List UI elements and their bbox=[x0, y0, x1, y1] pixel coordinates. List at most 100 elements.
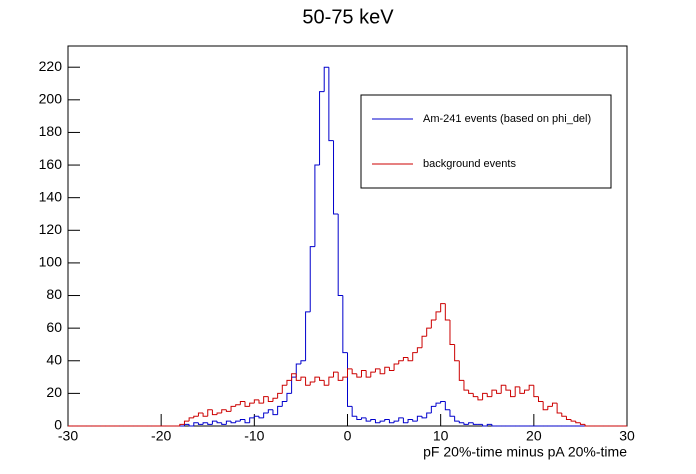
histogram-step bbox=[188, 424, 194, 427]
histogram-step bbox=[342, 376, 348, 381]
histogram-step bbox=[575, 421, 581, 424]
histogram-step bbox=[193, 422, 199, 426]
histogram-step bbox=[319, 377, 325, 381]
histogram-step bbox=[384, 366, 390, 374]
histogram-step bbox=[347, 368, 353, 378]
histogram-step bbox=[454, 344, 460, 362]
histogram-step bbox=[486, 393, 492, 398]
histogram-step bbox=[291, 376, 297, 394]
histogram-step bbox=[379, 420, 385, 423]
histogram-step bbox=[482, 424, 488, 427]
histogram-step bbox=[295, 373, 301, 381]
histogram-step bbox=[435, 311, 441, 320]
x-tick-label: -20 bbox=[151, 428, 171, 444]
histogram-step bbox=[393, 363, 399, 371]
histogram-step bbox=[374, 419, 381, 424]
histogram-step bbox=[179, 423, 185, 426]
histogram-step bbox=[491, 424, 497, 427]
histogram-step bbox=[258, 399, 264, 404]
histogram-step bbox=[281, 384, 287, 394]
histogram-step bbox=[468, 390, 474, 394]
histogram-step bbox=[230, 421, 236, 424]
histogram-step bbox=[440, 303, 446, 312]
histogram-step bbox=[444, 303, 450, 321]
histogram-step bbox=[416, 415, 423, 422]
histogram-step bbox=[365, 370, 371, 378]
histogram-step bbox=[561, 412, 567, 417]
histogram-step bbox=[584, 424, 590, 427]
histogram-step bbox=[421, 335, 427, 348]
histogram-step bbox=[342, 295, 348, 354]
histogram-step bbox=[305, 377, 311, 386]
histogram-step bbox=[239, 418, 246, 422]
histogram-step bbox=[444, 401, 450, 411]
chart-title: 50-75 keV bbox=[302, 6, 394, 28]
y-tick-label: 0 bbox=[54, 417, 62, 433]
histogram-step bbox=[309, 381, 315, 386]
histogram-step bbox=[249, 417, 255, 423]
histogram-step bbox=[374, 368, 381, 373]
histogram-step bbox=[454, 416, 460, 422]
y-tick-label: 160 bbox=[39, 156, 63, 172]
histogram-step bbox=[533, 385, 539, 398]
histogram-step bbox=[440, 401, 446, 404]
histogram-step bbox=[188, 417, 194, 422]
histogram-step bbox=[360, 417, 367, 420]
histogram-step bbox=[360, 370, 367, 378]
histogram-step bbox=[286, 379, 292, 386]
histogram-step bbox=[347, 352, 353, 407]
histogram-step bbox=[356, 373, 362, 378]
histogram-step bbox=[216, 412, 222, 415]
histogram-step bbox=[183, 420, 190, 425]
histogram-step bbox=[486, 423, 492, 426]
histogram-step bbox=[230, 405, 236, 412]
x-tick-label: -10 bbox=[244, 428, 264, 444]
histogram-step bbox=[323, 380, 329, 386]
histogram-step bbox=[496, 390, 502, 394]
histogram-step bbox=[477, 396, 483, 401]
histogram-step bbox=[272, 397, 278, 402]
x-tick-label: 10 bbox=[433, 428, 449, 444]
histogram-step bbox=[207, 422, 213, 425]
histogram-step bbox=[207, 409, 213, 417]
histogram-step bbox=[463, 380, 469, 391]
histogram-step bbox=[384, 418, 390, 422]
histogram-step bbox=[426, 327, 432, 337]
histogram-step bbox=[193, 415, 199, 418]
histogram-step bbox=[482, 392, 488, 400]
y-tick-label: 80 bbox=[46, 286, 62, 302]
histogram-step bbox=[472, 393, 478, 398]
histogram-step bbox=[328, 67, 334, 142]
histogram-step bbox=[537, 396, 544, 403]
histogram-step bbox=[305, 311, 311, 361]
histogram-step bbox=[253, 415, 259, 418]
histogram-step bbox=[379, 368, 385, 375]
histogram-step bbox=[309, 246, 315, 312]
histogram-step bbox=[314, 164, 320, 247]
histogram-step bbox=[402, 357, 409, 361]
y-tick-label: 220 bbox=[39, 58, 63, 74]
histogram-step bbox=[281, 401, 287, 407]
histogram-step bbox=[249, 402, 255, 407]
histogram-step bbox=[407, 418, 413, 423]
histogram-step bbox=[449, 409, 455, 417]
histogram-step bbox=[370, 418, 376, 422]
histogram-step bbox=[295, 363, 301, 378]
y-tick-label: 140 bbox=[39, 188, 63, 204]
histogram-step bbox=[216, 421, 222, 424]
histogram-step bbox=[197, 412, 204, 417]
x-tick-label: 0 bbox=[344, 428, 352, 444]
histogram-step bbox=[547, 405, 553, 410]
histogram-step bbox=[235, 420, 241, 423]
histogram-step bbox=[491, 389, 497, 397]
y-tick-label: 200 bbox=[39, 91, 63, 107]
histogram-step bbox=[556, 403, 562, 414]
histogram-step bbox=[528, 384, 534, 391]
histogram-step bbox=[398, 360, 404, 365]
histogram-step bbox=[365, 417, 371, 422]
histogram-step bbox=[272, 409, 278, 416]
histogram-step bbox=[412, 352, 418, 361]
y-tick-label: 120 bbox=[39, 221, 63, 237]
histogram-step bbox=[323, 66, 329, 92]
histogram-step bbox=[211, 420, 218, 425]
